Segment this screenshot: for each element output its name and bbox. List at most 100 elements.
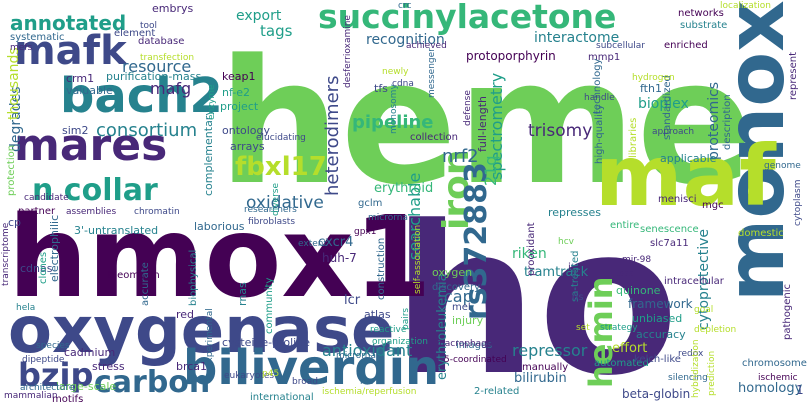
cloud-word: homology [738,381,803,396]
cloud-word: ix [568,262,577,273]
cloud-word: transcriptome [1,222,11,286]
cloud-word: motifs [52,394,83,404]
cloud-word: macrophage [436,339,493,349]
cloud-word: n collar [32,173,158,208]
cloud-word: achieved [406,41,447,51]
cloud-word: mares [14,120,167,171]
cloud-word: standardized [662,75,673,140]
cloud-word: sim2 [62,124,89,137]
cloud-word: entire [610,220,639,231]
cloud-word: domestic [738,228,784,239]
cloud-word: oxygen [432,266,472,279]
cloud-word: clones [38,252,49,284]
cloud-word: recognition [366,32,445,48]
cloud-word: monosomy [389,84,399,134]
cloud-word: crm1 [66,72,94,85]
cloud-word: valuable [66,84,113,97]
cloud-word: extent [298,239,327,249]
cloud-word: applicable [660,152,717,165]
cloud-word: transfection [140,53,194,63]
cloud-word: antioxidant [322,341,412,360]
cloud-word: mefs [10,43,32,53]
cloud-word: interactome [534,30,619,46]
cloud-word: purification-mass [106,70,201,83]
cloud-word: researchers [244,205,297,215]
cloud-word: mir-98 [622,255,651,265]
cloud-word: cytoprotective [696,229,712,330]
cloud-word: cap [444,287,473,306]
cloud-word: micrornas [336,351,381,361]
cloud-word: elucidating [256,133,306,143]
cloud-word: libraries [628,118,639,158]
cloud-word: microrna [368,213,408,223]
cloud-word: keap1 [222,70,255,83]
cloud-word: oxidative [246,193,324,213]
cloud-word: genome [764,161,801,171]
cloud-word: organization [372,337,428,347]
cloud-word: arrays [230,140,265,153]
cloud-word: hemin [582,276,620,388]
cloud-word: nf-e2 [222,86,250,99]
cloud-word: stress [92,360,125,373]
cloud-word: trisomy [528,121,592,141]
cloud-word: diverse [271,183,281,216]
cloud-word: mafk [14,28,128,74]
cloud-word: protection [6,145,17,196]
cloud-word: assemblies [66,207,116,217]
cloud-word: embrys [152,2,193,15]
cloud-word: cdnas [20,262,53,275]
cloud-word: ho [392,183,679,404]
cloud-word: quinone [616,284,661,297]
cloud-word: repressor [512,341,588,360]
cloud-word: ontology [222,124,271,137]
cloud-word: biliverdin [183,340,439,396]
cloud-word: element [114,28,155,39]
cloud-word: heterodimers [322,76,343,196]
cloud-word: degrades [8,86,24,152]
cloud-word: hela [16,303,35,313]
cloud-word: hybridization [691,339,701,398]
cloud-word: carbon [94,365,210,400]
cloud-word: complementary [202,109,215,196]
cloud-word: enzyme [207,84,217,120]
cloud-word: defense [463,90,473,126]
cloud-word: partner [18,206,56,217]
cloud-word: subcellular [596,41,645,51]
cloud-word: represent [788,52,799,100]
cloud-word: depletion [694,325,736,335]
cloud-word: laborious [194,220,245,233]
cloud-word: bilirubin [514,371,567,386]
cloud-word: self-association [413,225,423,294]
cloud-word: pipeline [352,112,434,133]
cloud-word: proteomics [706,82,722,160]
cloud-word: ischemic [758,373,798,383]
cloud-word: biophysical [188,250,199,306]
cloud-word: enriched [664,40,708,51]
cloud-word: bleomycin [108,270,160,281]
cloud-word: tags [260,22,293,40]
cloud-word: red [176,308,194,321]
cloud-word: mel [452,302,471,313]
cloud-word: rs372883 [459,162,494,320]
cloud-word: erythroleukemia [435,273,450,380]
cloud-word: images [456,340,492,351]
cloud-word: mammalian [4,391,58,401]
cloud-word: messenger [427,48,437,98]
cloud-word: construction [376,238,387,300]
cloud-word: searchable [405,173,424,260]
cloud-word: prediction [707,351,717,396]
cloud-word: systematic [10,32,64,43]
cloud-word: networks [678,8,724,19]
cloud-word: redox [678,349,704,359]
cloud-word: automated [594,358,649,369]
cloud-word: tfs [374,82,388,95]
cloud-word: monoxide [709,0,802,302]
cloud-word: candidate [24,193,69,203]
cloud-word: senescence [640,224,699,235]
cloud-word: dipeptide [22,355,65,365]
cloud-word: pathogenic [782,284,793,340]
cloud-word: crc [398,1,411,11]
cloud-word: desferrioxamine [343,15,353,88]
